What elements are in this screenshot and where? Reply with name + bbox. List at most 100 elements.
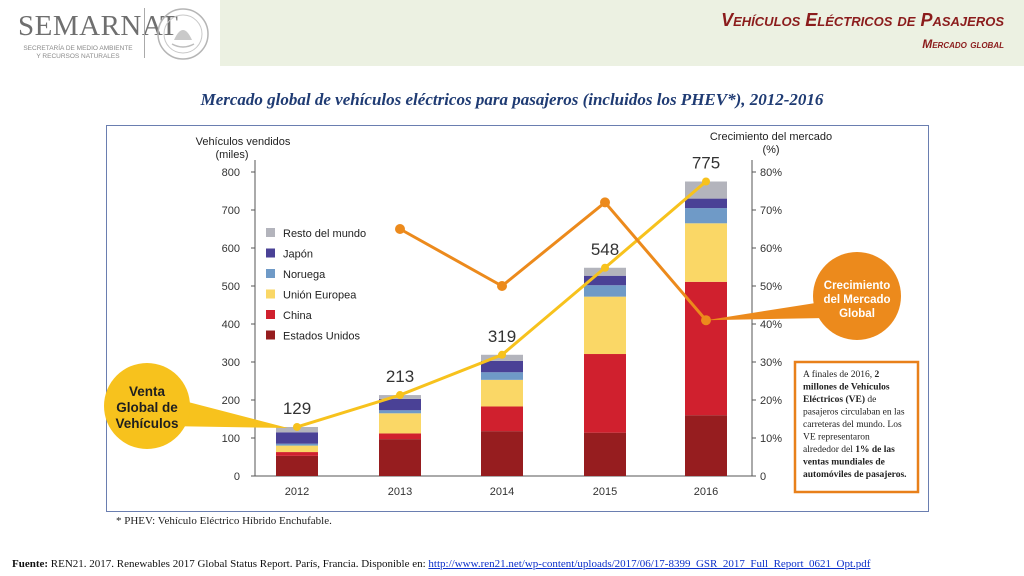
sales-total-point	[702, 177, 710, 186]
bar-segment-resto-del-mundo	[685, 181, 727, 199]
sales-total-label: 319	[488, 327, 516, 346]
bar-segment-noruega	[379, 410, 421, 414]
sales-callout-text: Vehículos	[115, 416, 178, 431]
growth-point	[600, 197, 610, 208]
sales-callout-text: Venta	[129, 384, 166, 399]
bar-segment-japón	[685, 198, 727, 209]
right-tick-label: 50%	[760, 281, 782, 293]
legend-swatch	[266, 269, 275, 278]
sales-total-point	[293, 422, 301, 431]
y-axis-unit: (miles)	[216, 149, 249, 161]
bar-segment-unión-europea	[379, 413, 421, 434]
source-label: Fuente:	[12, 558, 49, 570]
bar-segment-china	[379, 433, 421, 440]
legend-label: Unión Europea	[283, 290, 357, 302]
bar-segment-china	[481, 406, 523, 432]
chart-title: Mercado global de vehículos eléctricos p…	[200, 90, 824, 109]
sales-total-label: 548	[591, 240, 619, 259]
bar-segment-unión-europea	[481, 379, 523, 407]
logo-area: SEMARNAT SECRETARÍA DE MEDIO AMBIENTE Y …	[0, 0, 220, 66]
bar-segment-japón	[584, 275, 626, 286]
sales-callout-text: Global de	[116, 400, 178, 415]
info-box-line: VE representaron	[803, 433, 870, 443]
left-tick-label: 700	[222, 205, 240, 217]
bar-segment-estados-unidos	[584, 432, 626, 476]
right-tick-label: 10%	[760, 433, 782, 445]
left-tick-label: 400	[222, 319, 240, 331]
legend-label: China	[283, 310, 313, 322]
sales-total-point	[601, 263, 609, 272]
info-box-line: carreteras del mundo. Los	[803, 420, 902, 430]
info-box-line: alrededor del 1% de las	[803, 445, 895, 455]
x-tick-label: 2015	[593, 486, 617, 498]
info-box-line: automóviles de pasajeros.	[803, 470, 907, 480]
source-footer: Fuente: REN21. 2017. Renewables 2017 Glo…	[12, 558, 870, 570]
sales-total-point	[396, 391, 404, 400]
x-tick-label: 2014	[490, 486, 514, 498]
bar-segment-japón	[379, 398, 421, 411]
x-tick-label: 2012	[285, 486, 309, 498]
growth-callout-text: Crecimiento	[824, 280, 890, 292]
y2-axis-unit: (%)	[762, 144, 779, 156]
right-tick-label: 20%	[760, 395, 782, 407]
bar-segment-noruega	[685, 208, 727, 224]
info-box-line: ventas mundiales de	[803, 458, 885, 468]
semarnat-logo: SEMARNAT	[18, 10, 179, 42]
right-tick-label: 30%	[760, 357, 782, 369]
growth-point	[497, 281, 507, 291]
bar-segment-estados-unidos	[685, 415, 727, 476]
bar-segment-china	[276, 452, 318, 456]
bar-segment-unión-europea	[685, 223, 727, 282]
left-tick-label: 200	[222, 395, 240, 407]
left-tick-label: 0	[234, 471, 240, 483]
y2-axis-title: Crecimiento del mercado	[710, 131, 832, 143]
legend-swatch	[266, 330, 275, 340]
right-tick-label: 70%	[760, 205, 782, 217]
mexico-seal-icon	[157, 8, 209, 60]
sales-total-label: 129	[283, 399, 311, 418]
page-header-subtitle: Mercado global	[922, 37, 1004, 51]
bar-segment-noruega	[481, 372, 523, 380]
sales-total-label: 213	[386, 367, 414, 386]
legend-label: Noruega	[283, 269, 326, 281]
bar-segment-japón	[276, 432, 318, 444]
growth-point	[395, 224, 405, 234]
right-tick-label: 40%	[760, 319, 782, 331]
bar-segment-noruega	[276, 443, 318, 446]
right-tick-label: 60%	[760, 243, 782, 255]
info-box-line: pasajeros circulaban en las	[803, 408, 905, 418]
bar-segment-unión-europea	[584, 296, 626, 355]
x-tick-label: 2013	[388, 486, 412, 498]
sales-total-point	[498, 350, 506, 359]
legend-label: Estados Unidos	[283, 331, 361, 343]
sales-callout-pointer	[165, 396, 288, 428]
growth-line	[399, 200, 708, 322]
page-header-title: Vehículos Eléctricos de Pasajeros	[721, 10, 1004, 30]
bar-segment-estados-unidos	[481, 431, 523, 476]
growth-callout-bubble	[813, 252, 901, 340]
info-box-line: Eléctricos (VE) de	[803, 394, 876, 405]
legend-label: Resto del mundo	[283, 228, 366, 240]
left-tick-label: 100	[222, 433, 240, 445]
bar-segment-estados-unidos	[276, 455, 318, 476]
x-tick-label: 2016	[694, 486, 718, 498]
info-box-line: millones de Vehículos	[803, 383, 890, 393]
info-box	[793, 360, 920, 494]
source-link[interactable]: http://www.ren21.net/wp-content/uploads/…	[428, 558, 871, 570]
legend-swatch	[266, 310, 275, 319]
sales-total-label: 775	[692, 154, 720, 173]
phev-note: * PHEV: Vehículo Eléctrico Híbrido Enchu…	[116, 515, 332, 527]
growth-callout-text: del Mercado	[823, 294, 890, 306]
y-axis-title: Vehículos vendidos	[196, 136, 291, 148]
left-tick-label: 800	[222, 167, 240, 179]
growth-callout-text: Global	[839, 308, 875, 320]
bar-segment-estados-unidos	[379, 439, 421, 476]
growth-callout-pointer	[706, 302, 826, 321]
left-tick-label: 500	[222, 281, 240, 293]
logo-subtitle: SECRETARÍA DE MEDIO AMBIENTE Y RECURSOS …	[23, 45, 133, 60]
right-tick-label: 80%	[760, 167, 782, 179]
right-tick-label: 0	[760, 471, 766, 483]
left-tick-label: 300	[222, 357, 240, 369]
logo-divider	[144, 8, 145, 58]
